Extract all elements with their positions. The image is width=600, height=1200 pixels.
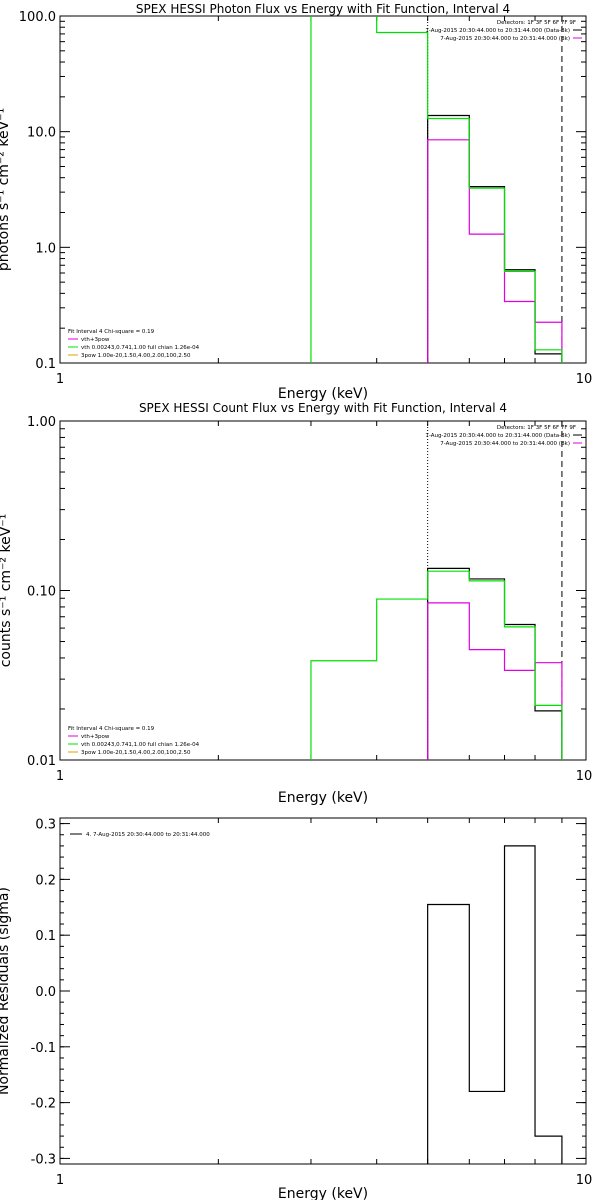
legend-entry: 3pow 1.00e-20,1.50,4.00,2.00,100,2.50 <box>81 750 191 756</box>
x-tick-label: 1 <box>56 1173 64 1188</box>
panel-3: 1 10 -0.3 -0.2 -0.1 0.0 0.1 0.2 0.3 Energy (keV) N… <box>0 817 593 1200</box>
plot-area <box>427 845 563 1164</box>
series-fit-0 <box>427 845 563 1164</box>
legend-entry: Detectors: 1F 3F 5F 6F 7F 9F <box>497 425 576 431</box>
y-tick-label: -0.1 <box>31 1041 56 1056</box>
series-fit-2 <box>310 570 563 760</box>
legend-entry: vth+3pow <box>81 337 110 343</box>
x-axis-label: Energy (keV) <box>278 386 368 402</box>
x-axis-label: Energy (keV) <box>278 1186 368 1200</box>
legend: 4. 7-Aug-2015 20:30:44.000 to 20:31:44.0… <box>70 832 210 838</box>
legend-entry: 4. 7-Aug-2015 20:30:44.000 to 20:31:44.0… <box>86 832 210 838</box>
legend-entry: Detectors: 1F 3F 5F 6F 7F 9F <box>497 20 576 26</box>
plot-frame <box>59 15 587 364</box>
series-data-bk <box>427 567 563 760</box>
legend: Detectors: 1F 3F 5F 6F 7F 9F 7-Aug-2015 2… <box>68 20 582 359</box>
plot-area <box>310 421 563 760</box>
y-tick-label: 0.0 <box>35 985 56 1000</box>
x-tick-label: 1 <box>56 769 64 784</box>
series-fit-2 <box>310 16 563 363</box>
legend-entry: vth 0.00243,0.741,1.00 full chian 1.26e-… <box>81 742 200 748</box>
chart-title: SPEX HESSI Count Flux vs Energy with Fit… <box>139 401 507 415</box>
x-tick-label: 1 <box>56 372 64 387</box>
x-tick-label: 10 <box>576 372 593 387</box>
panel-1: SPEX HESSI Photon Flux vs Energy with Fi… <box>0 2 593 402</box>
x-tick-label: 10 <box>576 1173 593 1188</box>
plot-frame <box>59 817 587 1165</box>
y-axis-label: Normalized Residuals (sigma) <box>0 887 12 1095</box>
y-tick-label: 0.1 <box>35 357 56 372</box>
plot-frame <box>59 420 587 761</box>
x-tick-label: 10 <box>576 769 593 784</box>
series-data-bk <box>427 114 563 363</box>
y-tick-label: 100.0 <box>19 10 56 25</box>
chart-title: SPEX HESSI Photon Flux vs Energy with Fi… <box>136 2 510 16</box>
legend-entry: 7-Aug-2015 20:30:44.000 to 20:31:44.000 … <box>440 36 570 42</box>
y-axis-label: counts s⁻¹ cm⁻² keV⁻¹ <box>0 514 14 668</box>
y-tick-label: 0.1 <box>35 929 56 944</box>
y-axis-label: photons s⁻¹ cm⁻² keV⁻¹ <box>0 108 12 271</box>
plot-area <box>310 16 563 363</box>
legend-entry: vth 0.00243,0.741,1.00 full chian 1.26e-… <box>81 345 200 351</box>
legend-entry: Fit Interval 4 Chi-square = 0.19 <box>68 726 155 732</box>
legend-entry: 7-Aug-2015 20:30:44.000 to 20:31:44.000 … <box>440 441 570 447</box>
y-tick-label: 0.10 <box>27 585 56 600</box>
legend-entry: vth+3pow <box>81 734 110 740</box>
y-tick-label: 1.0 <box>35 241 56 256</box>
panel-2: SPEX HESSI Count Flux vs Energy with Fit… <box>0 401 592 806</box>
legend-entry: 7-Aug-2015 20:30:44.000 to 20:31:44.000 … <box>425 433 570 439</box>
legend-entry: 3pow 1.00e-20,1.50,4.00,2.00,100,2.50 <box>81 353 191 359</box>
y-tick-label: -0.2 <box>31 1097 56 1112</box>
y-tick-label: 1.00 <box>27 415 56 430</box>
y-tick-label: 10.0 <box>27 126 56 141</box>
y-tick-label: 0.01 <box>27 754 56 769</box>
y-tick-label: -0.3 <box>31 1152 56 1167</box>
y-tick-label: 0.2 <box>35 873 56 888</box>
series-bk <box>427 139 563 363</box>
legend-entry: Fit Interval 4 Chi-square = 0.19 <box>68 329 155 335</box>
y-tick-label: 0.3 <box>35 818 56 833</box>
series-bk <box>427 602 563 760</box>
legend-entry: 7-Aug-2015 20:30:44.000 to 20:31:44.000 … <box>425 28 570 34</box>
x-axis-label: Energy (keV) <box>278 790 368 806</box>
legend: Detectors: 1F 3F 5F 6F 7F 9F 7-Aug-2015 2… <box>68 425 582 756</box>
